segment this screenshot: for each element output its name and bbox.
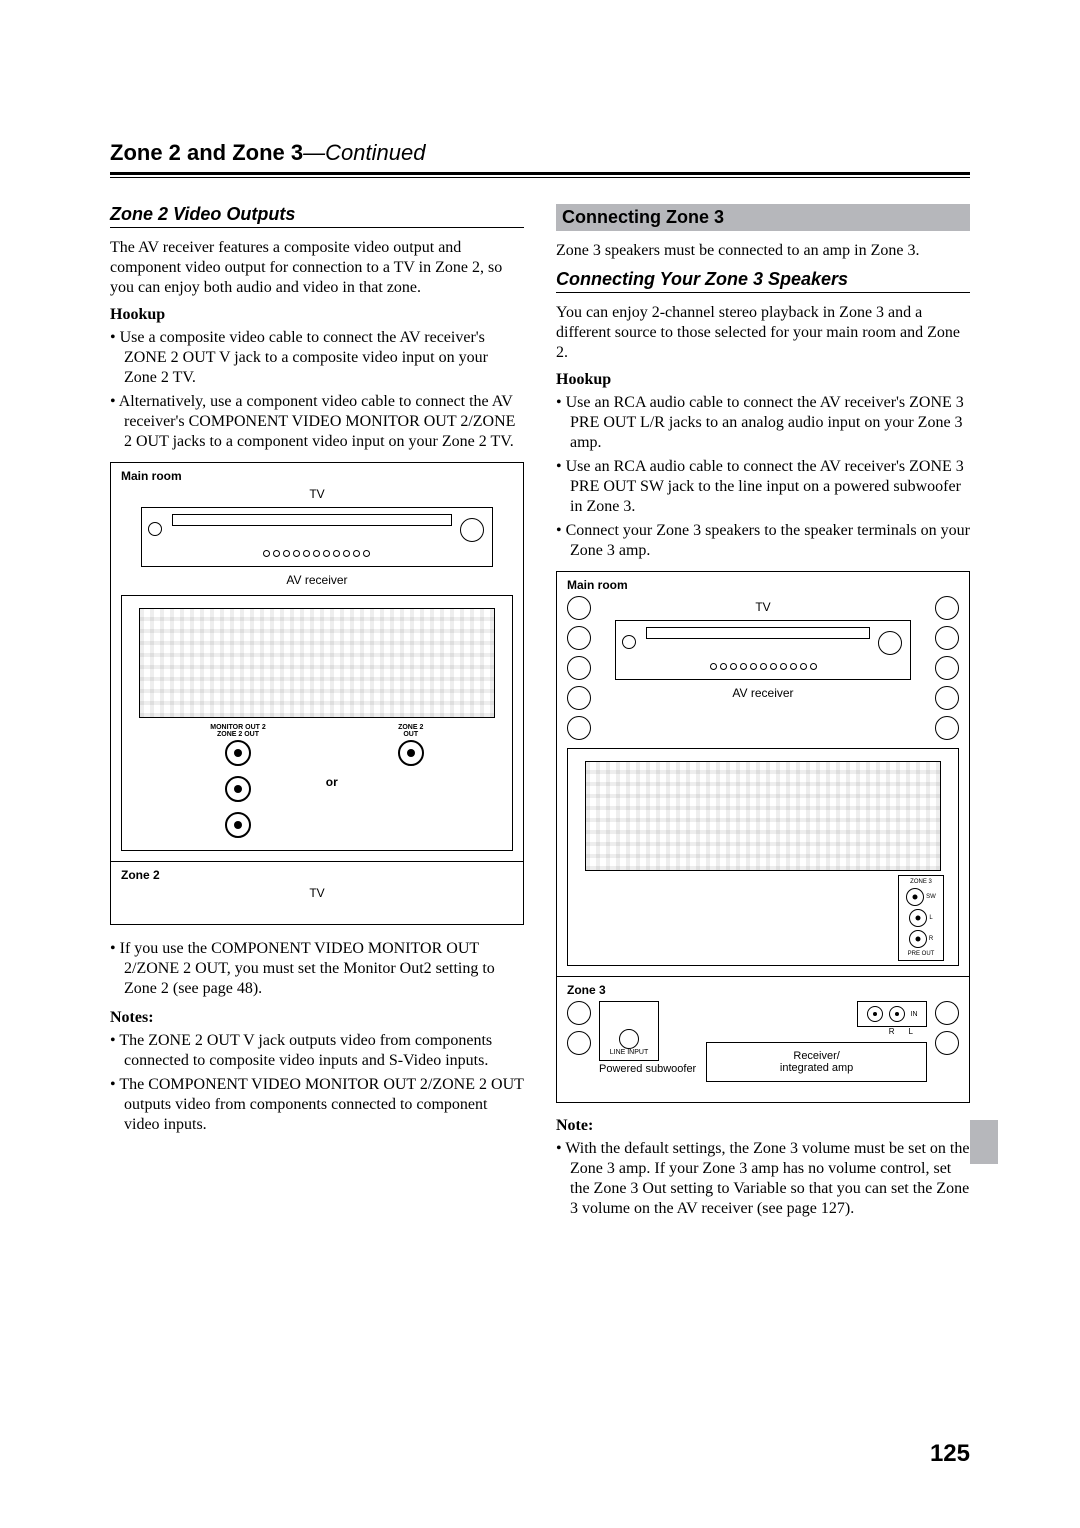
right-column: Connecting Zone 3 Zone 3 speakers must b…	[556, 204, 970, 1229]
powered-sub-label: Powered subwoofer	[599, 1063, 696, 1075]
connecting-zone3-heading: Connecting Zone 3	[556, 204, 970, 231]
notes-list-left: The ZONE 2 OUT V jack outputs video from…	[110, 1031, 524, 1135]
zone3-section: Zone 3 LINE INPUT	[557, 976, 969, 1092]
zone2-tv-label: TV	[121, 886, 513, 900]
rca-jack-icon	[225, 776, 251, 802]
zone3-speaker-right-icon	[935, 1001, 959, 1055]
zone2-section: Zone 2 TV	[111, 861, 523, 914]
or-label: or	[326, 775, 338, 789]
title-rule	[110, 172, 970, 178]
rca-jack-icon	[225, 740, 251, 766]
av-receiver-rear-icon	[585, 761, 940, 871]
monitor-out-label: MONITOR OUT 2 ZONE 2 OUT	[210, 724, 265, 738]
zone2-label: Zone 2	[121, 868, 513, 882]
preout-label: PRE OUT	[908, 951, 935, 957]
hookup-label-right: Hookup	[556, 371, 970, 389]
list-item: Connect your Zone 3 speakers to the spea…	[556, 521, 970, 561]
notes-label-left: Notes:	[110, 1009, 524, 1027]
zone3-sub-intro: You can enjoy 2-channel stereo playback …	[556, 303, 970, 363]
subwoofer-icon: LINE INPUT	[599, 1001, 659, 1061]
av-receiver-front-icon	[615, 620, 910, 680]
component-jacks: MONITOR OUT 2 ZONE 2 OUT	[210, 724, 265, 840]
list-item: The ZONE 2 OUT V jack outputs video from…	[110, 1031, 524, 1071]
hookup-list-left: Use a composite video cable to connect t…	[110, 328, 524, 452]
tv-label: TV	[121, 487, 513, 501]
sw-label: SW	[926, 894, 936, 900]
zone3-label: Zone 3	[567, 983, 959, 997]
r-label: R	[929, 936, 933, 942]
av-receiver-label: AV receiver	[121, 573, 513, 587]
page-title: Zone 2 and Zone 3—Continued	[110, 140, 970, 166]
list-item: With the default settings, the Zone 3 vo…	[556, 1139, 970, 1219]
hookup-list-right: Use an RCA audio cable to connect the AV…	[556, 393, 970, 561]
receiver-amp-label: Receiver/ integrated amp	[706, 1042, 927, 1082]
zone3-diagram: Main room TV AV receiver	[556, 571, 970, 1103]
zone2-out-label: ZONE 2 OUT	[398, 724, 424, 738]
left-column: Zone 2 Video Outputs The AV receiver fea…	[110, 204, 524, 1229]
list-item: Use an RCA audio cable to connect the AV…	[556, 457, 970, 517]
main-room-label-r: Main room	[567, 578, 959, 592]
zone3-speaker-left-icon	[567, 1001, 591, 1055]
thumb-tab-icon	[970, 1120, 998, 1164]
after-diagram-list: If you use the COMPONENT VIDEO MONITOR O…	[110, 939, 524, 999]
av-receiver-rear-icon	[139, 608, 494, 718]
list-item: Alternatively, use a component video cab…	[110, 392, 524, 452]
main-room-label: Main room	[121, 469, 513, 483]
zone2-video-outputs-heading: Zone 2 Video Outputs	[110, 204, 524, 228]
page-number: 125	[930, 1440, 970, 1468]
rca-jack-icon	[225, 812, 251, 838]
zone3-section-intro: Zone 3 speakers must be connected to an …	[556, 241, 970, 261]
jack-row: MONITOR OUT 2 ZONE 2 OUT or ZONE 2 OUT	[128, 724, 506, 840]
page-title-suffix: —Continued	[303, 140, 425, 165]
list-item: If you use the COMPONENT VIDEO MONITOR O…	[110, 939, 524, 999]
hookup-label-left: Hookup	[110, 306, 524, 324]
zone2-diagram: Main room TV AV receiver MONITOR OUT 2 Z…	[110, 462, 524, 925]
content-columns: Zone 2 Video Outputs The AV receiver fea…	[110, 204, 970, 1229]
line-input-label: LINE INPUT	[610, 1049, 649, 1056]
note-list-right: With the default settings, the Zone 3 vo…	[556, 1139, 970, 1219]
av-receiver-label-r: AV receiver	[599, 686, 927, 700]
amp-input-icon: IN	[857, 1001, 927, 1027]
zone3-preout-icon: ZONE 3 SW L R PRE OUT	[898, 875, 944, 961]
rca-jack-icon	[398, 740, 424, 766]
page-title-main: Zone 2 and Zone 3	[110, 140, 303, 165]
list-item: Use a composite video cable to connect t…	[110, 328, 524, 388]
note-label-right: Note:	[556, 1117, 970, 1135]
l-label: L	[929, 915, 932, 921]
in-label: IN	[911, 1011, 918, 1018]
connecting-zone3-speakers-heading: Connecting Your Zone 3 Speakers	[556, 269, 970, 293]
zone3-label-tiny: ZONE 3	[910, 879, 932, 885]
l-tiny-label: L	[909, 1027, 913, 1036]
tv-label-r: TV	[599, 600, 927, 614]
left-speakers-icon	[567, 596, 591, 740]
right-speakers-icon	[935, 596, 959, 740]
zone2-intro: The AV receiver features a composite vid…	[110, 238, 524, 298]
av-receiver-front-icon	[141, 507, 494, 567]
list-item: The COMPONENT VIDEO MONITOR OUT 2/ZONE 2…	[110, 1075, 524, 1135]
composite-jack: ZONE 2 OUT	[398, 724, 424, 768]
list-item: Use an RCA audio cable to connect the AV…	[556, 393, 970, 453]
r-tiny-label: R	[889, 1027, 895, 1036]
